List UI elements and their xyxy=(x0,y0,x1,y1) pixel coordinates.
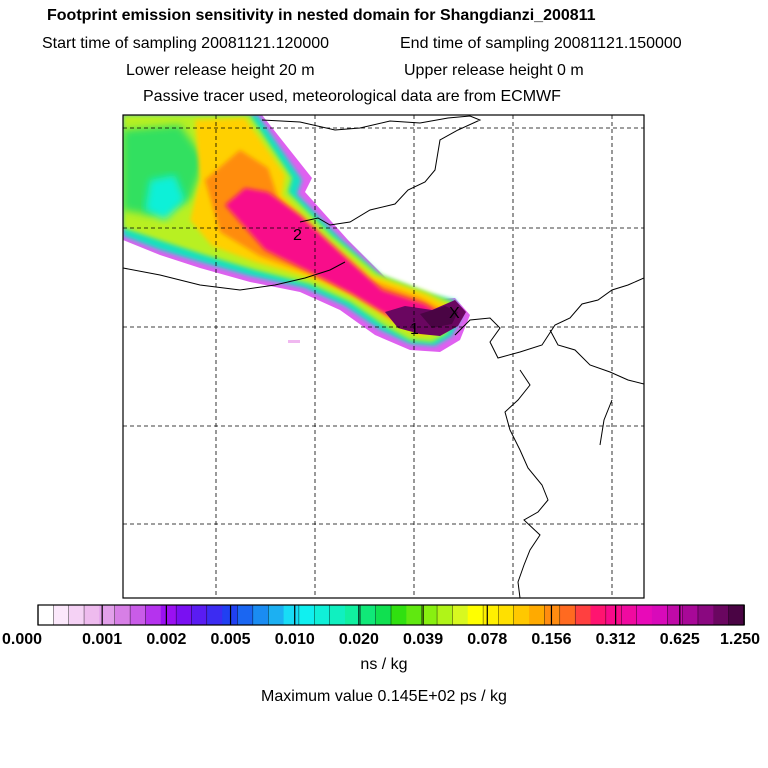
colorbar-cell xyxy=(206,604,223,626)
footprint-plume xyxy=(123,115,470,352)
colorbar-cell xyxy=(83,604,101,626)
colorbar-cell xyxy=(559,604,576,626)
colorbar-cell xyxy=(99,605,116,625)
colorbar-tick-label: 0.002 xyxy=(146,631,187,648)
grid-lines xyxy=(123,115,644,598)
colorbar-cell xyxy=(544,604,561,626)
colorbar xyxy=(37,604,745,626)
colorbar-cell xyxy=(298,604,316,626)
plume-patch-green xyxy=(123,125,205,215)
colorbar-cell xyxy=(344,605,361,625)
max-value-label: Maximum value 0.145E+02 ps / kg xyxy=(261,688,507,705)
lower-release-height-label: Lower release height 20 m xyxy=(126,62,315,79)
start-time-label: Start time of sampling 20081121.120000 xyxy=(42,35,330,52)
coast-southeast xyxy=(549,329,644,385)
colorbar-tick-label: 0.010 xyxy=(274,631,315,648)
colorbar-cell xyxy=(114,604,131,626)
colorbar-cell xyxy=(529,605,546,625)
colorbar-tick-label: 0.625 xyxy=(659,631,700,648)
colorbar-tick-label: 0.001 xyxy=(82,631,123,648)
plume-level-max xyxy=(420,306,458,328)
colorbar-units: ns / kg xyxy=(360,656,408,673)
colorbar-tick-label: 1.250 xyxy=(719,631,761,648)
tracer-note: Passive tracer used, meteorological data… xyxy=(143,88,561,105)
colorbar-cell xyxy=(360,604,377,626)
colorbar-cell xyxy=(175,604,193,626)
colorbar-cell xyxy=(68,604,85,626)
border-north xyxy=(261,115,482,226)
colorbar-cell xyxy=(590,605,607,625)
colorbar-cell xyxy=(38,605,54,625)
colorbar-cell xyxy=(145,604,162,626)
colorbar-cell xyxy=(728,604,745,626)
colorbar-cell xyxy=(268,604,285,626)
colorbar-tick-label: 0.020 xyxy=(338,631,379,648)
colorbar-cell xyxy=(329,604,346,626)
colorbar-cell xyxy=(636,604,653,626)
border-west-south xyxy=(123,261,346,291)
colorbar-cell xyxy=(283,605,300,625)
colorbar-frame xyxy=(37,604,745,626)
colorbar-cell xyxy=(390,604,408,626)
colorbar-cell xyxy=(129,604,147,626)
colorbar-cell xyxy=(421,604,438,626)
colorbar-cell xyxy=(482,604,500,626)
colorbar-tick-label: 0.039 xyxy=(403,631,444,648)
chart-title: Footprint emission sensitivity in nested… xyxy=(47,7,596,24)
colorbar-cell xyxy=(621,604,638,626)
colorbar-cell xyxy=(314,604,331,626)
colorbar-cell xyxy=(252,604,270,626)
colorbar-cell xyxy=(682,604,699,626)
colorbar-cell xyxy=(452,604,469,626)
colorbar-cell xyxy=(667,604,684,626)
colorbar-cell xyxy=(467,605,484,625)
colorbar-cell xyxy=(53,604,70,626)
colorbar-tick-label: 0.005 xyxy=(210,631,251,648)
coast-east xyxy=(454,277,644,359)
plume-patch-cyan xyxy=(145,175,185,220)
colorbar-cell xyxy=(697,604,715,626)
colorbar-cell xyxy=(237,604,254,626)
colorbar-tick-label: 0.156 xyxy=(531,631,572,648)
colorbar-cell xyxy=(605,604,623,626)
end-time-label: End time of sampling 20081121.150000 xyxy=(400,35,682,52)
plume-speck xyxy=(288,340,300,343)
colorbar-cell xyxy=(498,604,515,626)
colorbar-tick-label: 0.000 xyxy=(1,631,43,648)
map-frame xyxy=(122,114,645,599)
coast-south xyxy=(504,369,549,598)
plume-level-pink xyxy=(225,188,440,330)
colorbar-tick-label: 0.312 xyxy=(595,631,636,648)
map-label-2: 2 xyxy=(293,227,302,244)
map-borders xyxy=(123,115,644,598)
upper-release-height-label: Upper release height 0 m xyxy=(404,62,584,79)
map-label-1: 1 xyxy=(410,321,419,338)
colorbar-cell xyxy=(574,604,592,626)
colorbar-cell xyxy=(406,605,423,625)
colorbar-cell xyxy=(436,604,454,626)
colorbar-cell xyxy=(191,604,208,626)
release-marker: X xyxy=(449,305,460,322)
colorbar-cell xyxy=(651,605,668,625)
colorbar-cell xyxy=(160,605,177,625)
colorbar-cell xyxy=(375,604,392,626)
border-inland xyxy=(599,399,613,446)
colorbar-tick-label: 0.078 xyxy=(467,631,508,648)
colorbar-cell xyxy=(713,605,730,625)
colorbar-cell xyxy=(513,604,530,626)
